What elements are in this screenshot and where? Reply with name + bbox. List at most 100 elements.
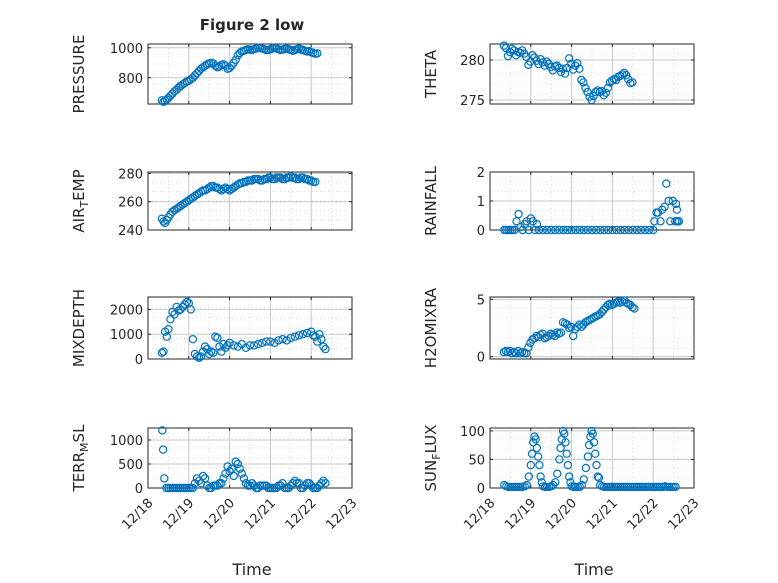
data-point [628, 78, 637, 87]
data-point [581, 318, 590, 327]
data-point [650, 217, 659, 226]
data-point [520, 482, 529, 491]
x-tick-label: 12/19 [160, 496, 197, 533]
data-point [499, 41, 509, 50]
data-point [565, 472, 574, 481]
data-point [567, 59, 576, 69]
y-tick-label: 280 [118, 167, 143, 182]
data-point [516, 48, 525, 58]
x-tick-label: 12/18 [119, 496, 156, 533]
data-point [599, 90, 609, 100]
data-point [522, 349, 531, 358]
data-point [573, 59, 582, 68]
y-tick-label: 0 [477, 482, 485, 497]
x-tick-label: 12/22 [625, 496, 662, 533]
data-point [632, 225, 642, 235]
data-point [223, 341, 232, 350]
y-tick-label: 5 [477, 293, 485, 308]
data-point [307, 176, 316, 185]
grid [148, 172, 352, 231]
data-point [500, 480, 509, 490]
data-point [561, 438, 570, 447]
data-point [225, 338, 234, 348]
data-point [622, 298, 631, 307]
data-point [241, 177, 251, 187]
data-point [530, 334, 539, 343]
data-point [196, 352, 206, 361]
data-point [166, 315, 175, 324]
data-point [194, 353, 204, 362]
data-point [608, 225, 617, 235]
y-axis-label: PRESSURE [70, 35, 88, 114]
data-point [640, 225, 650, 235]
data-point [577, 75, 586, 85]
data-point [217, 479, 226, 488]
panel-terr-msl: 0 500 1000 TERRMSL 12/18 12/19 12/20 12/21 12/22… [70, 424, 360, 533]
y-tick-label: 100 [460, 425, 485, 440]
data-point [258, 338, 267, 348]
y-tick-label: 260 [118, 196, 143, 211]
axes-box [147, 171, 353, 231]
data-point [313, 483, 322, 493]
data-point [616, 225, 625, 235]
data-point [158, 426, 167, 435]
axes-box [489, 427, 695, 489]
y-tick-label: 240 [118, 224, 143, 239]
data-point [290, 476, 300, 485]
data-point [247, 479, 257, 488]
y-tick-label: 1 [477, 195, 485, 210]
data-point [274, 336, 283, 345]
data-point [211, 61, 220, 71]
data-point [589, 438, 599, 447]
data-point [266, 337, 275, 346]
data-point [553, 469, 562, 478]
data-point [164, 325, 173, 334]
axes-box [147, 296, 353, 360]
y-axis-label: H2OMIXRA [422, 287, 440, 368]
y-tick-label: 275 [460, 94, 485, 109]
data-point [176, 305, 185, 314]
data-point [555, 225, 564, 235]
data-point [583, 225, 593, 235]
data-point [526, 460, 536, 470]
y-tick-label: 1000 [110, 434, 143, 449]
series-markers [500, 179, 684, 235]
data-point [158, 445, 168, 454]
y-tick-label: 0 [477, 224, 485, 239]
data-point [204, 349, 214, 359]
data-point [628, 225, 638, 235]
data-point [600, 225, 609, 235]
data-point [671, 199, 681, 209]
y-tick-label: 0 [477, 351, 485, 366]
data-point [551, 225, 560, 235]
data-point [192, 352, 202, 361]
data-point [317, 479, 326, 488]
data-point [270, 338, 279, 348]
x-axis-label-left: Time [231, 560, 271, 579]
axes-box [147, 427, 353, 489]
data-point [599, 305, 609, 314]
data-point [664, 196, 673, 206]
figure-title: Figure 2 low [200, 16, 305, 34]
panel-theta: 275 280 THETA [422, 41, 695, 109]
data-point [534, 225, 544, 235]
y-axis-label: TERRMSL [70, 424, 91, 493]
data-point [298, 483, 308, 493]
data-point [560, 429, 569, 438]
data-point [522, 480, 531, 490]
y-tick-label: 2000 [110, 303, 143, 318]
data-point [563, 460, 573, 470]
data-point [215, 62, 224, 71]
data-point [223, 184, 232, 194]
x-tick-label: 12/20 [201, 496, 238, 533]
data-point [531, 435, 540, 444]
y-tick-label: 1000 [110, 42, 143, 57]
panel-mixdepth: 0 1000 2000 MIXDEPTH [70, 289, 353, 368]
data-point [546, 329, 556, 338]
data-point [581, 83, 590, 93]
data-point [563, 225, 572, 235]
data-point [229, 471, 238, 481]
data-point [532, 219, 542, 229]
